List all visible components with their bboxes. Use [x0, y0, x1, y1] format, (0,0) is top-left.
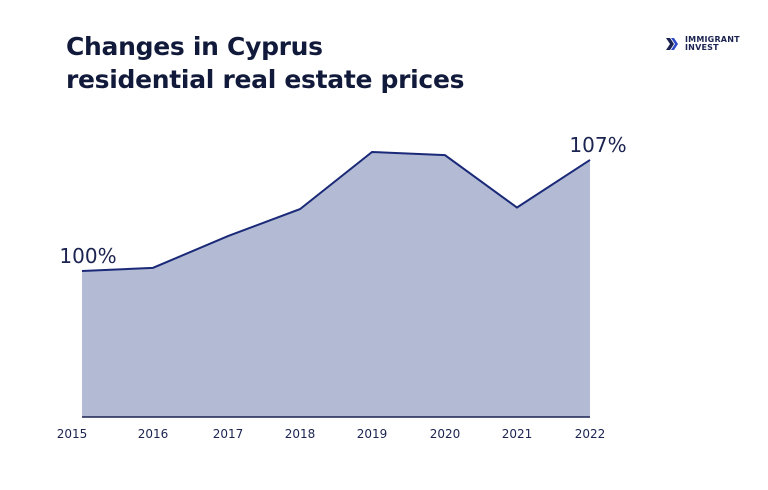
- title-line-1: Changes in Cyprus: [66, 32, 323, 61]
- logo-line-1: IMMIGRANT: [685, 35, 740, 44]
- series-line: [81, 150, 591, 272]
- logo-line-2: INVEST: [685, 43, 719, 52]
- x-tick-label: 2015: [57, 427, 88, 441]
- x-tick-label: 2017: [213, 427, 244, 441]
- immigrant-invest-logo: IMMIGRANT INVEST: [666, 36, 740, 52]
- title-line-2: residential real estate prices: [66, 65, 465, 94]
- x-tick-label: 2019: [357, 427, 388, 441]
- x-tick-label: 2018: [285, 427, 316, 441]
- x-tick-label: 2016: [138, 427, 169, 441]
- area-fill: [82, 151, 590, 417]
- data-label: 107%: [569, 133, 626, 157]
- chevron-logo-icon: [666, 38, 678, 50]
- x-tick-label: 2021: [502, 427, 533, 441]
- x-tick-label: 2020: [430, 427, 461, 441]
- data-label: 100%: [59, 244, 116, 268]
- x-tick-label: 2022: [575, 427, 606, 441]
- chart-title: Changes in Cyprus residential real estat…: [66, 30, 465, 96]
